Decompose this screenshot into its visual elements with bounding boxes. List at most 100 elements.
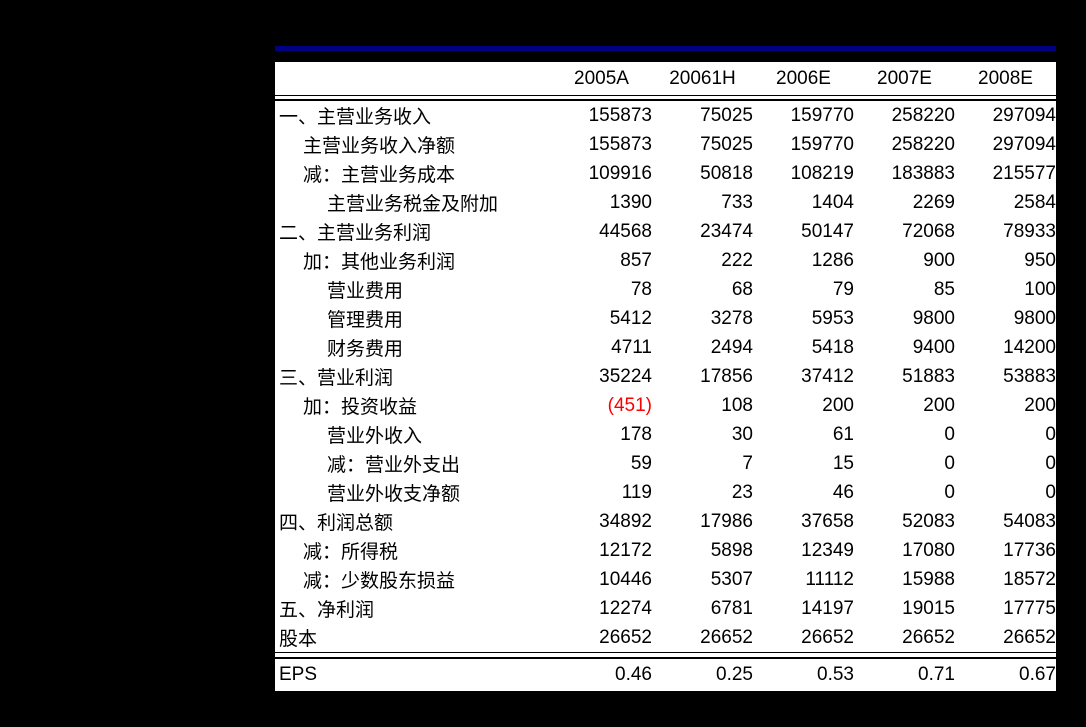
cell-value: 183883 — [854, 159, 955, 188]
table-row: 三、营业利润 35224 17856 37412 51883 53883 — [275, 362, 1056, 391]
cell-value: 215577 — [955, 159, 1056, 188]
cell-value: 11112 — [753, 565, 854, 594]
cell-value: 258220 — [854, 100, 955, 130]
table-row: 营业外收入 178 30 61 0 0 — [275, 420, 1056, 449]
row-label-eps: EPS — [275, 658, 551, 693]
table-row: 五、净利润 12274 6781 14197 19015 17775 — [275, 594, 1056, 623]
row-label: 主营业务收入净额 — [275, 130, 551, 159]
table-row: 四、利润总额 34892 17986 37658 52083 54083 — [275, 507, 1056, 536]
cell-value: 30 — [652, 420, 753, 449]
cell-value: 733 — [652, 188, 753, 217]
cell-value: 14197 — [753, 594, 854, 623]
column-header-row-label — [275, 62, 551, 96]
table-footer: EPS 0.46 0.25 0.53 0.71 0.67 — [275, 652, 1056, 693]
table-row-eps: EPS 0.46 0.25 0.53 0.71 0.67 — [275, 658, 1056, 693]
row-label: 管理费用 — [275, 304, 551, 333]
cell-value: 109916 — [551, 159, 652, 188]
cell-value: 200 — [955, 391, 1056, 420]
cell-value: 50818 — [652, 159, 753, 188]
accent-rule — [275, 46, 1056, 51]
table-body: 一、主营业务收入 155873 75025 159770 258220 297094 主营业… — [275, 100, 1056, 653]
income-statement-table: 2005A 20061H 2006E 2007E 2008E 一、主营业务收入 1… — [275, 62, 1056, 693]
header-rule-line — [275, 95, 1056, 101]
cell-value: 0 — [955, 420, 1056, 449]
row-label: 加：其他业务利润 — [275, 246, 551, 275]
cell-value: 0 — [854, 449, 955, 478]
cell-value: 4711 — [551, 333, 652, 362]
cell-value: 0 — [955, 449, 1056, 478]
cell-value: 12349 — [753, 536, 854, 565]
table-row: 减：少数股东损益 10446 5307 11112 15988 18572 — [275, 565, 1056, 594]
cell-value: 12172 — [551, 536, 652, 565]
cell-value: 44568 — [551, 217, 652, 246]
row-label: 五、净利润 — [275, 594, 551, 623]
cell-value: 857 — [551, 246, 652, 275]
cell-value: 59 — [551, 449, 652, 478]
cell-value: 17736 — [955, 536, 1056, 565]
eps-double-rule — [275, 652, 1056, 659]
row-label: 二、主营业务利润 — [275, 217, 551, 246]
cell-value: 297094 — [955, 130, 1056, 159]
cell-value: 2584 — [955, 188, 1056, 217]
table-row: 营业外收支净额 119 23 46 0 0 — [275, 478, 1056, 507]
cell-value: 0 — [854, 420, 955, 449]
table-row: 加：投资收益 (451) 108 200 200 200 — [275, 391, 1056, 420]
cell-value: 155873 — [551, 100, 652, 130]
cell-value: 26652 — [652, 623, 753, 653]
row-label: 三、营业利润 — [275, 362, 551, 391]
cell-value: 200 — [753, 391, 854, 420]
eps-value-2008e: 0.67 — [955, 658, 1056, 693]
table-header: 2005A 20061H 2006E 2007E 2008E — [275, 62, 1056, 101]
row-label: 四、利润总额 — [275, 507, 551, 536]
column-header-2007e: 2007E — [854, 62, 955, 96]
cell-value: 0 — [854, 478, 955, 507]
cell-value: 15 — [753, 449, 854, 478]
row-label: 一、主营业务收入 — [275, 100, 551, 130]
table-row: 加：其他业务利润 857 222 1286 900 950 — [275, 246, 1056, 275]
table-row: 减：主营业务成本 109916 50818 108219 183883 215577 — [275, 159, 1056, 188]
cell-value: 26652 — [955, 623, 1056, 653]
cell-value: 53883 — [955, 362, 1056, 391]
cell-value: 2494 — [652, 333, 753, 362]
eps-value-2007e: 0.71 — [854, 658, 955, 693]
cell-value: 18572 — [955, 565, 1056, 594]
cell-value: 2269 — [854, 188, 955, 217]
cell-value: 68 — [652, 275, 753, 304]
cell-value: 61 — [753, 420, 854, 449]
cell-value: 34892 — [551, 507, 652, 536]
table-row: 股本 26652 26652 26652 26652 26652 — [275, 623, 1056, 653]
cell-value: 7 — [652, 449, 753, 478]
cell-value: 222 — [652, 246, 753, 275]
table-row: 一、主营业务收入 155873 75025 159770 258220 297094 — [275, 100, 1056, 130]
cell-value: 5418 — [753, 333, 854, 362]
cell-value: 1286 — [753, 246, 854, 275]
table-row: 营业费用 78 68 79 85 100 — [275, 275, 1056, 304]
cell-value: 26652 — [854, 623, 955, 653]
cell-value: 100 — [955, 275, 1056, 304]
row-label: 加：投资收益 — [275, 391, 551, 420]
cell-value: 3278 — [652, 304, 753, 333]
row-label: 财务费用 — [275, 333, 551, 362]
cell-value: 9800 — [955, 304, 1056, 333]
cell-value: 51883 — [854, 362, 955, 391]
cell-value: (451) — [551, 391, 652, 420]
cell-value: 78 — [551, 275, 652, 304]
cell-value: 23474 — [652, 217, 753, 246]
financial-table-container: 2005A 20061H 2006E 2007E 2008E 一、主营业务收入 1… — [275, 62, 1056, 693]
table-row: 减：所得税 12172 5898 12349 17080 17736 — [275, 536, 1056, 565]
eps-rule-line — [275, 652, 1056, 659]
header-double-rule — [275, 95, 1056, 101]
cell-value: 900 — [854, 246, 955, 275]
cell-value: 79 — [753, 275, 854, 304]
cell-value: 950 — [955, 246, 1056, 275]
row-label: 减：少数股东损益 — [275, 565, 551, 594]
cell-value: 26652 — [551, 623, 652, 653]
cell-value: 78933 — [955, 217, 1056, 246]
cell-value: 9800 — [854, 304, 955, 333]
column-header-2006e: 2006E — [753, 62, 854, 96]
cell-value: 72068 — [854, 217, 955, 246]
cell-value: 75025 — [652, 130, 753, 159]
cell-value: 75025 — [652, 100, 753, 130]
cell-value: 6781 — [652, 594, 753, 623]
